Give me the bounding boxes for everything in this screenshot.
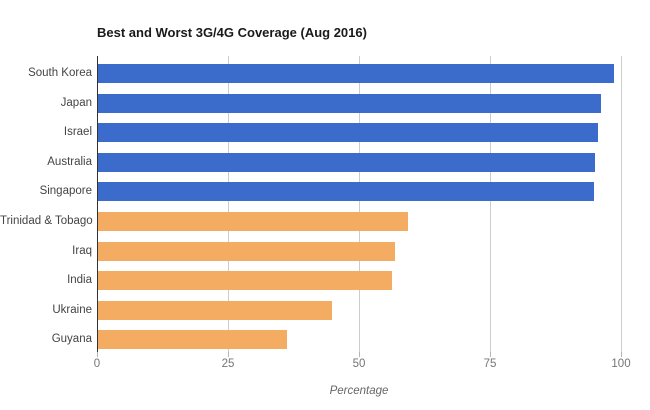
y-category-label-ukraine: Ukraine [52,303,92,316]
y-category-label-south-korea: South Korea [28,67,92,79]
bar-ukraine[interactable] [98,300,333,320]
bar-japan[interactable] [98,93,601,113]
y-category-label-iraq: Iraq [72,244,92,257]
axis-tick-100 [621,352,622,357]
chart-title: Best and Worst 3G/4G Coverage (Aug 2016) [97,25,367,40]
y-category-label-australia: Australia [47,155,92,168]
bar-singapore[interactable] [98,182,594,202]
axis-tick-25 [228,352,229,357]
y-category-label-singapore: Singapore [39,185,92,198]
x-tick-label-0: 0 [93,358,101,370]
y-category-label-india: India [67,274,92,287]
axis-tick-75 [490,352,491,357]
y-category-label-japan: Japan [60,96,92,109]
axis-tick-0 [97,352,98,357]
gridline-75 [490,56,491,352]
x-tick-label-75: 75 [483,358,497,370]
plot-area [97,56,622,357]
bar-trinidad-tobago[interactable] [98,212,408,231]
gridline-50 [359,56,360,352]
x-tick-label-50: 50 [352,358,366,370]
y-axis-line [97,56,98,352]
y-category-label-israel: Israel [63,126,92,139]
gridline-100 [621,56,622,352]
bar-guyana[interactable] [98,330,288,350]
y-category-label-trinidad-tobago: Trinidad & Tobago [0,215,93,227]
bar-south-korea[interactable] [98,64,615,83]
x-tick-label-25: 25 [221,358,235,370]
bar-iraq[interactable] [98,241,396,261]
bar-india[interactable] [98,271,392,291]
x-axis-title: Percentage [329,385,389,397]
axis-tick-50 [359,352,360,357]
y-category-label-guyana: Guyana [51,333,92,346]
bar-israel[interactable] [98,123,598,143]
x-tick-label-100: 100 [611,358,631,370]
bar-australia[interactable] [98,152,596,172]
gridline-25 [228,56,229,352]
